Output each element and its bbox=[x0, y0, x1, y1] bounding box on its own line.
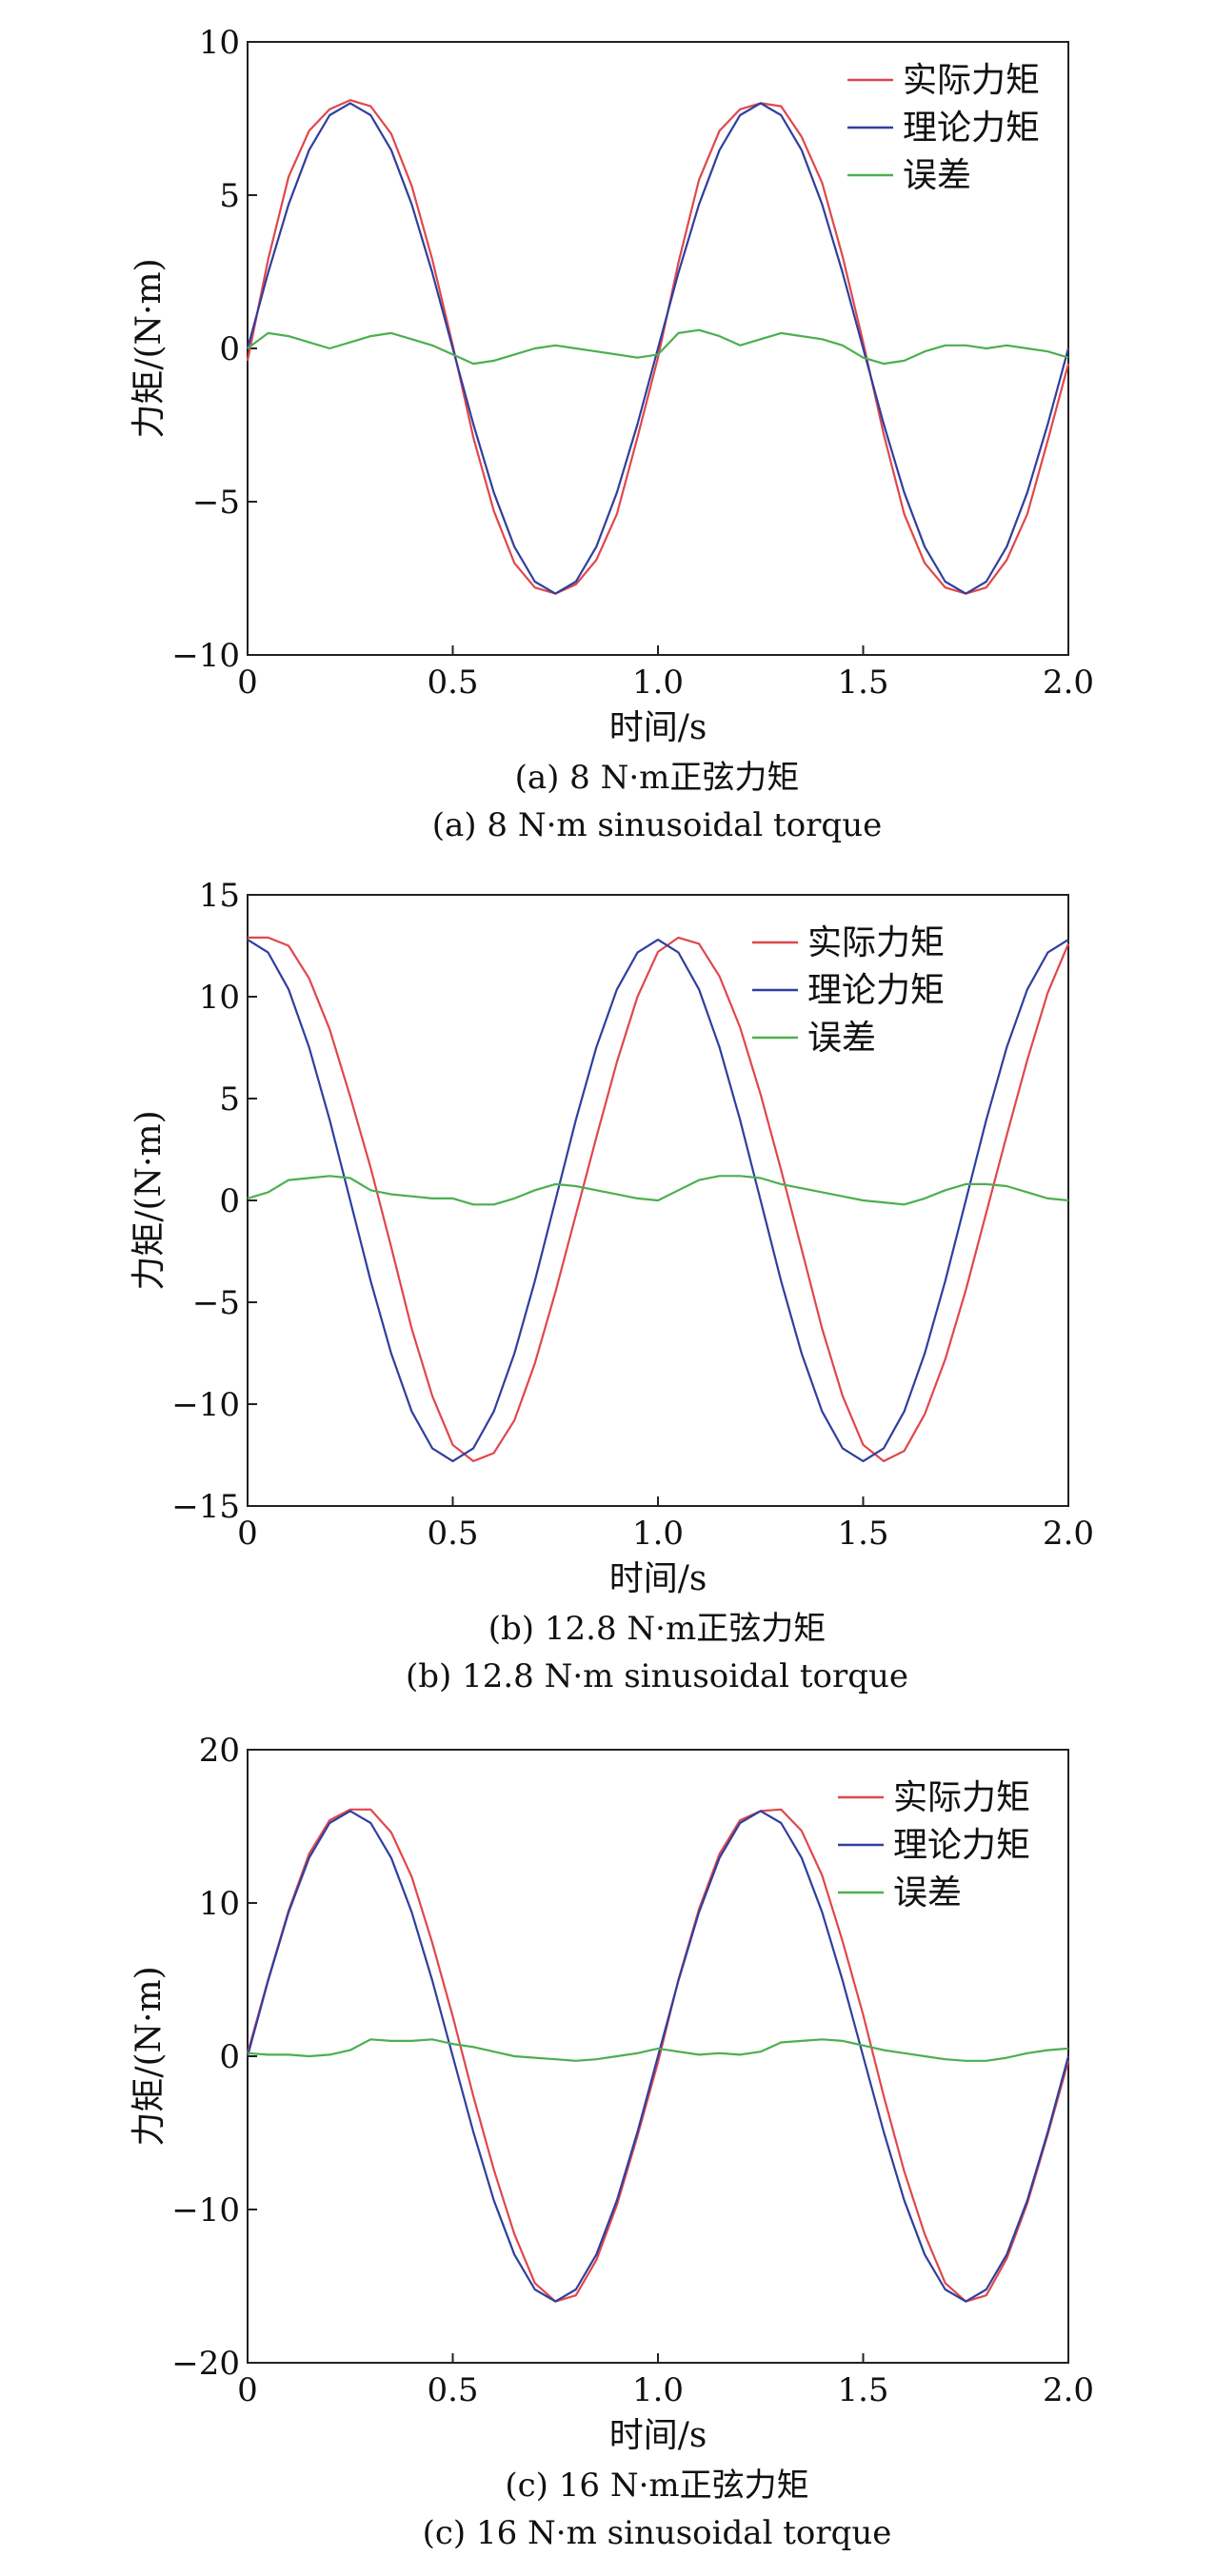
x-tick-label: 0 bbox=[237, 2371, 258, 2409]
series-line-1 bbox=[246, 99, 1070, 595]
y-tick-label: 5 bbox=[219, 1080, 240, 1119]
series-line-3 bbox=[247, 1175, 1069, 1206]
x-axis-label: 时间/s bbox=[609, 1559, 707, 1598]
legend-label: 实际力矩 bbox=[893, 1778, 1030, 1817]
x-axis-label: 时间/s bbox=[609, 708, 707, 747]
series-line-1 bbox=[248, 936, 1070, 1463]
y-tick-label: −5 bbox=[192, 1284, 240, 1322]
y-tick-label: −10 bbox=[171, 1386, 240, 1424]
y-axis-label: 力矩/(N·m) bbox=[129, 258, 169, 438]
x-tick-label: 1.0 bbox=[632, 1515, 684, 1553]
legend-label: 误差 bbox=[893, 1873, 962, 1912]
y-tick-label: 0 bbox=[219, 2038, 240, 2076]
y-axis-label: 力矩/(N·m) bbox=[129, 1110, 169, 1290]
y-axis-label: 力矩/(N·m) bbox=[129, 1966, 169, 2146]
x-tick-label: 0 bbox=[237, 664, 258, 702]
x-tick-label: 0.5 bbox=[427, 1515, 478, 1553]
x-tick-label: 1.5 bbox=[837, 2371, 888, 2409]
chart-panel: 0 0.5 1.0 1.5 2.0 15 10 5 0 −5 −10 −15 实际力矩理论力矩误差时间/… bbox=[129, 877, 1094, 1695]
y-tick-label: −15 bbox=[171, 1488, 240, 1526]
y-tick-label: 0 bbox=[219, 1182, 240, 1220]
legend-label: 理论力矩 bbox=[903, 109, 1040, 148]
series-line-3 bbox=[247, 328, 1069, 366]
x-tick-label: 0.5 bbox=[427, 664, 478, 702]
y-tick-label: 15 bbox=[199, 877, 240, 915]
y-tick-label: 5 bbox=[219, 177, 240, 215]
x-tick-label: 1.0 bbox=[632, 664, 684, 702]
x-axis-label: 时间/s bbox=[609, 2416, 707, 2455]
caption-cn: (a) 8 N·m正弦力矩 bbox=[515, 759, 800, 797]
x-tick-label: 1.5 bbox=[837, 664, 888, 702]
legend-label: 误差 bbox=[903, 156, 971, 195]
y-tick-label: 20 bbox=[199, 1732, 240, 1770]
x-tick-label: 2.0 bbox=[1043, 1515, 1094, 1553]
legend-label: 误差 bbox=[807, 1019, 876, 1058]
caption-en: (c) 16 N·m sinusoidal torque bbox=[423, 2514, 892, 2552]
x-tick-label: 1.5 bbox=[837, 1515, 888, 1553]
y-tick-label: −10 bbox=[171, 2191, 240, 2229]
x-tick-label: 0.5 bbox=[427, 2371, 478, 2409]
caption-cn: (c) 16 N·m正弦力矩 bbox=[505, 2467, 808, 2505]
y-tick-label: −5 bbox=[192, 484, 240, 522]
x-tick-label: 2.0 bbox=[1043, 664, 1094, 702]
y-tick-label: 0 bbox=[219, 330, 240, 368]
legend-label: 理论力矩 bbox=[807, 971, 945, 1010]
y-tick-label: 10 bbox=[199, 24, 240, 62]
x-tick-label: 2.0 bbox=[1043, 2371, 1094, 2409]
caption-en: (b) 12.8 N·m sinusoidal torque bbox=[406, 1657, 908, 1695]
x-tick-label: 1.0 bbox=[632, 2371, 684, 2409]
y-tick-label: −10 bbox=[171, 637, 240, 675]
caption-cn: (b) 12.8 N·m正弦力矩 bbox=[488, 1610, 826, 1648]
series-line-2 bbox=[246, 102, 1070, 595]
x-tick-label: 0 bbox=[237, 1515, 258, 1553]
caption-en: (a) 8 N·m sinusoidal torque bbox=[432, 806, 882, 844]
y-tick-label: 10 bbox=[199, 1885, 240, 1923]
y-tick-label: −20 bbox=[171, 2345, 240, 2383]
series-line-2 bbox=[246, 1810, 1070, 2303]
legend-label: 理论力矩 bbox=[893, 1826, 1030, 1865]
series-line-2 bbox=[247, 938, 1069, 1463]
y-tick-label: 10 bbox=[199, 979, 240, 1017]
legend-label: 实际力矩 bbox=[903, 61, 1040, 100]
series-line-1 bbox=[246, 1808, 1070, 2303]
legend-label: 实际力矩 bbox=[807, 923, 945, 962]
series-line-3 bbox=[247, 2038, 1069, 2062]
